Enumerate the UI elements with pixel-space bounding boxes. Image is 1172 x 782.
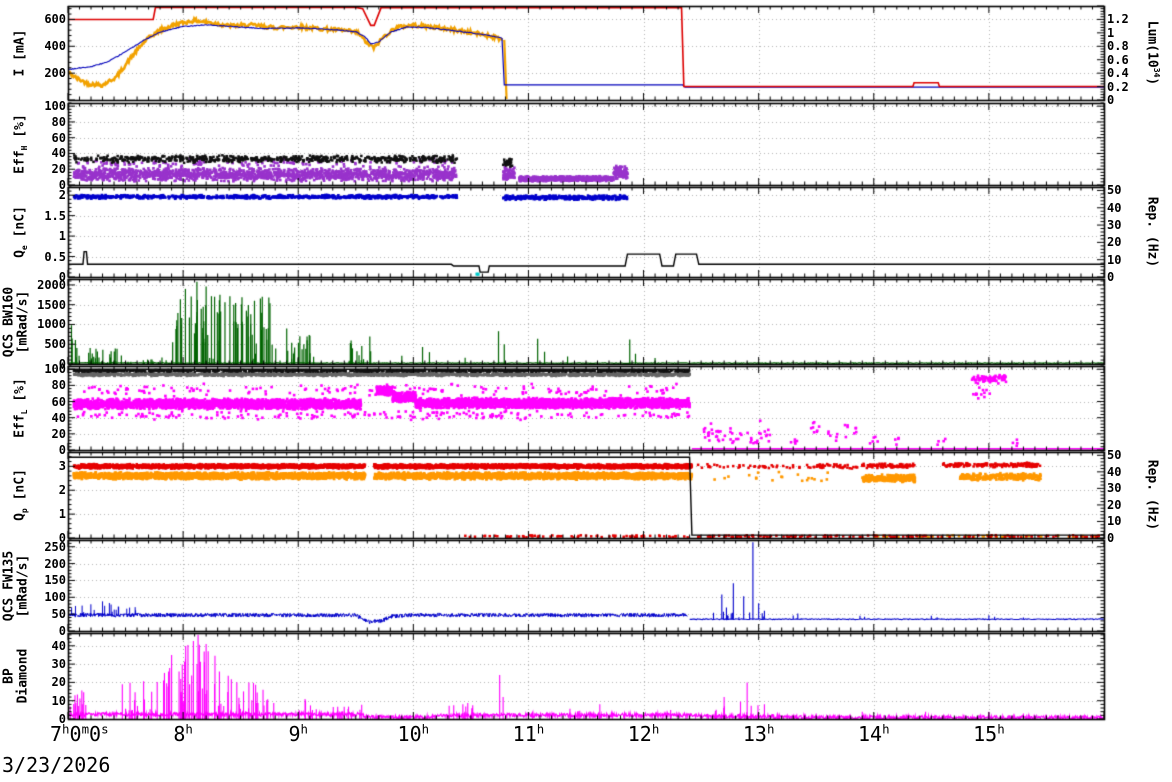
y-tick-label: 500 [44,337,66,352]
y-tick-label: 60 [51,394,66,409]
x-tick-label: 13h [742,721,775,746]
y-tick-label: 20 [51,675,66,690]
y-tick-label: 80 [51,114,66,129]
y-tick-label: 1.5 [44,208,66,223]
y-tick-label: 3 [58,459,66,474]
y-tick-label-right: 30 [1107,218,1122,233]
y-tick-label: 400 [44,39,66,54]
y-tick-label-right: 0 [1107,93,1115,107]
y-axis-title: BP [1,668,17,684]
x-tick-label: 14h [857,721,890,746]
y-tick-label: 50 [51,607,66,622]
y-tick-label: 0 [58,624,66,638]
y-axis-title-right: Rep. (Hz) [1144,459,1160,531]
date-label: 3/23/2026 [2,753,111,777]
y-axis-title: I [mA] [12,29,28,77]
y-tick-label-right: 0 [1107,270,1115,284]
y-tick-label: 0 [58,270,66,284]
y-tick-label-right: 1 [1107,25,1115,40]
y-tick-label-right: 20 [1107,235,1122,250]
y-axis-title: Qe [nC] [12,206,30,258]
x-tick-label: 15h [973,721,1005,746]
y-axis-title: Diamond [15,648,31,704]
y-tick-label: 10 [51,693,66,708]
y-tick-label: 100 [44,590,66,605]
y-tick-label-right: 0 [1107,531,1115,545]
x-tick-label: 10h [397,721,430,746]
y-tick-label: 150 [44,573,66,588]
y-axis-title: EffL [%] [12,378,30,438]
y-tick-label-right: 30 [1107,481,1122,496]
y-tick-label: 1000 [37,317,66,332]
y-tick-label: 0 [58,178,66,192]
y-tick-label: 30 [51,657,66,672]
y-tick-label: 1500 [37,297,66,312]
y-tick-label: 60 [51,130,66,145]
y-tick-label: 40 [51,410,66,425]
y-axis-title: EffH [%] [12,114,30,174]
y-tick-label: 100 [44,362,66,377]
y-tick-label: 1 [58,507,66,522]
y-tick-label: 40 [51,146,66,161]
y-axis-title: [mRad/s] [15,554,31,617]
y-tick-label-right: 10 [1107,252,1122,267]
y-tick-label: 200 [44,556,66,571]
y-axis-title: Qp [nC] [12,469,30,521]
y-axis-title: QCS BW160 [1,286,17,357]
y-tick-label: 600 [44,12,66,27]
y-tick-label-right: 1.2 [1107,12,1129,27]
y-tick-label-right: 0.4 [1107,66,1129,81]
y-tick-label: 1 [58,229,66,244]
y-axis-title-right: Rep. (Hz) [1144,196,1160,268]
y-tick-label-right: 40 [1107,200,1122,215]
y-tick-label: 0 [58,443,66,457]
y-tick-label-right: 0.6 [1107,52,1129,67]
y-axis-title: QCS FW135 [1,550,17,621]
y-tick-label: 2000 [37,277,66,292]
y-tick-label: 2 [58,483,66,498]
y-tick-label-right: 50 [1107,448,1122,463]
y-tick-label-right: 50 [1107,183,1122,198]
y-tick-label: 200 [44,66,66,81]
y-tick-label-right: 20 [1107,497,1122,512]
y-tick-label: 0 [58,531,66,545]
y-tick-label: 0.5 [44,249,66,264]
y-axis-title-right: Lum(1034) [1144,20,1161,86]
x-tick-label: 9h [288,721,308,746]
y-tick-label-right: 10 [1107,514,1122,529]
y-tick-label: 0 [58,357,66,371]
y-tick-label-right: 0.2 [1107,79,1129,94]
y-tick-label: 80 [51,378,66,393]
y-tick-label: 40 [51,638,66,653]
x-tick-label: 12h [627,721,660,746]
y-tick-label: 0 [58,712,66,726]
y-axis-title: [mRad/s] [15,290,31,353]
y-tick-label-right: 40 [1107,464,1122,479]
x-tick-label: 7h0m0s [50,721,109,746]
y-tick-label-right: 0.8 [1107,39,1129,54]
y-tick-label: 100 [44,99,66,114]
y-tick-label: 2 [58,188,66,203]
x-tick-label: 8h [173,721,193,746]
y-tick-label: 20 [51,426,66,441]
y-tick-label: 20 [51,162,66,177]
y-tick-label: 250 [44,539,66,554]
x-tick-label: 11h [512,721,545,746]
